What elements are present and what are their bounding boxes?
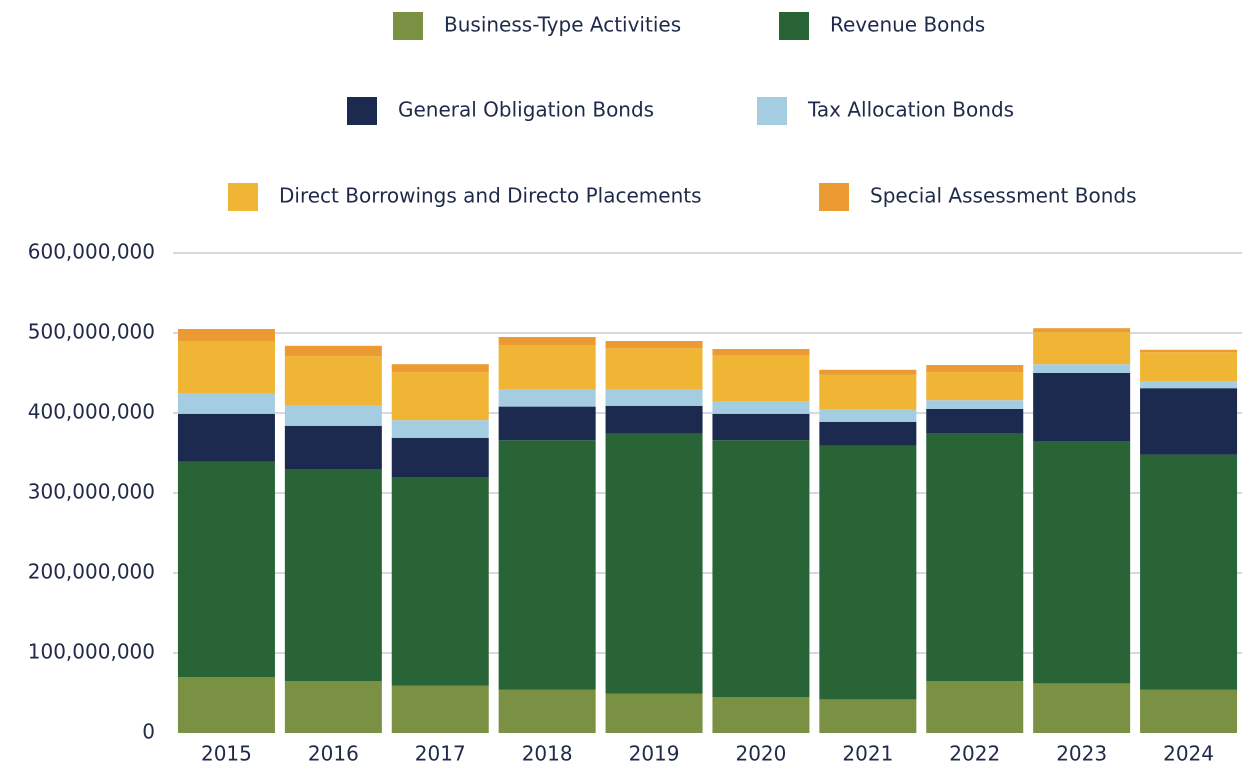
bar-segment [605, 348, 703, 390]
x-tick-label: 2018 [522, 742, 573, 766]
y-tick-label: 0 [142, 720, 155, 744]
bar-segment [605, 389, 703, 406]
legend-label: Business-Type Activities [444, 13, 681, 37]
bar-segment [284, 469, 382, 681]
bar-segment [498, 345, 596, 389]
legend-swatch [228, 183, 258, 211]
bar-segment [819, 421, 917, 446]
bar-segment [1033, 683, 1131, 733]
bar-segment [819, 369, 917, 375]
y-tick-label: 400,000,000 [28, 400, 155, 424]
legend-label: Direct Borrowings and Directo Placements [279, 184, 702, 208]
bar-segment [1140, 349, 1238, 353]
bar-segment [819, 409, 917, 422]
bar-segment [284, 356, 382, 406]
x-tick-label: 2015 [201, 742, 252, 766]
bar-segment [1140, 454, 1238, 690]
legend-label: Special Assessment Bonds [870, 184, 1137, 208]
bar-segment [177, 393, 275, 414]
y-tick-label: 600,000,000 [28, 240, 155, 264]
bar-segment [712, 440, 810, 697]
bar-segment [391, 685, 489, 733]
bar-segment [1033, 373, 1131, 441]
y-tick-label: 100,000,000 [28, 640, 155, 664]
bar-segment [926, 681, 1024, 733]
legend-label: Tax Allocation Bonds [807, 98, 1014, 122]
bar-segment [605, 341, 703, 349]
bar-segment [926, 409, 1024, 433]
bar-segment [498, 389, 596, 407]
bar-segment [1140, 689, 1238, 733]
bar-segment [498, 440, 596, 690]
bar-segment [284, 425, 382, 469]
bar-segment [712, 413, 810, 441]
bar-segment [1033, 364, 1131, 373]
bar-segment [819, 445, 917, 700]
x-tick-label: 2016 [308, 742, 359, 766]
bar-segment [391, 477, 489, 686]
x-tick-label: 2022 [949, 742, 1000, 766]
y-tick-label: 300,000,000 [28, 480, 155, 504]
bar-segment [1033, 332, 1131, 365]
bar-segment [926, 400, 1024, 409]
bar-segment [926, 372, 1024, 401]
bar-segment [177, 461, 275, 677]
legend-swatch [347, 97, 377, 125]
y-tick-label: 200,000,000 [28, 560, 155, 584]
bar-segment [712, 697, 810, 733]
x-tick-label: 2023 [1056, 742, 1107, 766]
bar-segment [712, 349, 810, 356]
legend-swatch [393, 12, 423, 40]
legend-swatch [757, 97, 787, 125]
bar-segment [391, 437, 489, 477]
x-tick-label: 2021 [842, 742, 893, 766]
bar-segment [177, 341, 275, 394]
bar-segment [712, 401, 810, 414]
bar-segment [1033, 328, 1131, 333]
bar-segment [498, 689, 596, 733]
bar-segment [177, 413, 275, 462]
bar-segment [712, 355, 810, 401]
bar-segment [819, 699, 917, 733]
x-tick-label: 2019 [629, 742, 680, 766]
bar-segment [498, 406, 596, 441]
x-tick-label: 2020 [735, 742, 786, 766]
x-tick-label: 2017 [415, 742, 466, 766]
bar-segment [605, 405, 703, 434]
legend-swatch [819, 183, 849, 211]
bar-segment [926, 433, 1024, 681]
bar-segment [177, 329, 275, 341]
bar-segment [1140, 381, 1238, 389]
bar-segment [284, 345, 382, 357]
bar-segment [498, 337, 596, 345]
bar-segment [284, 405, 382, 426]
bar-segment [177, 677, 275, 733]
bar-segment [819, 374, 917, 409]
bar-segment [284, 681, 382, 733]
bar-segment [1033, 441, 1131, 684]
bar-segment [605, 693, 703, 733]
legend-swatch [779, 12, 809, 40]
bar-segment [926, 365, 1024, 373]
bar-segment [391, 372, 489, 421]
bar-segment [1140, 388, 1238, 455]
bar-segment [391, 420, 489, 438]
bar-segment [605, 433, 703, 694]
x-tick-label: 2024 [1163, 742, 1214, 766]
legend-label: Revenue Bonds [830, 13, 985, 37]
y-tick-label: 500,000,000 [28, 320, 155, 344]
bar-segment [391, 364, 489, 373]
bar-segment [1140, 352, 1238, 381]
legend-label: General Obligation Bonds [398, 98, 654, 122]
